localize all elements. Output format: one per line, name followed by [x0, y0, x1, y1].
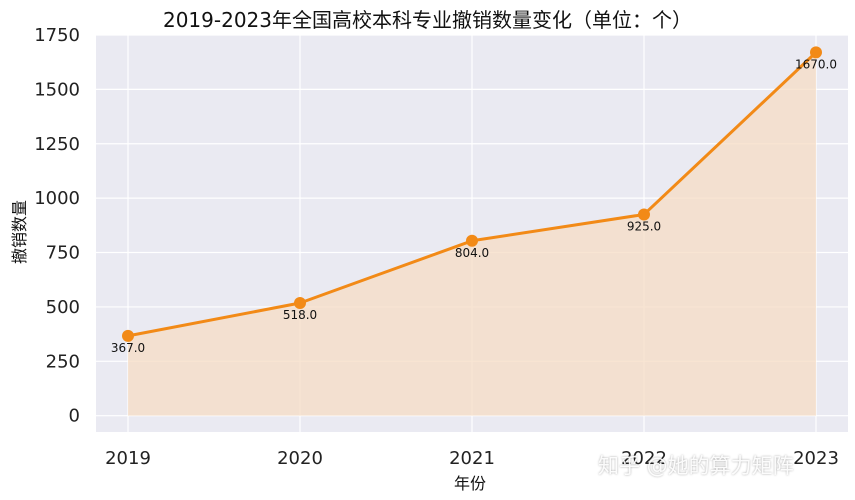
- x-tick-label: 2019: [105, 448, 151, 469]
- data-point: [466, 234, 478, 247]
- chart-title: 2019-2023年全国高校本科专业撤销数量变化（单位：个）: [162, 8, 692, 32]
- data-label-layer: 367.0 518.0 804.0 925.0 1670.0: [111, 57, 837, 354]
- y-tick-label: 750: [46, 243, 80, 264]
- x-tick-label: 2023: [793, 448, 839, 469]
- data-label: 518.0: [283, 308, 317, 322]
- data-label: 804.0: [455, 246, 489, 260]
- x-tick-label: 2021: [449, 448, 495, 469]
- data-point: [810, 46, 822, 59]
- x-tick-label: 2020: [277, 448, 323, 469]
- series-area: [128, 52, 816, 416]
- point-layer: [122, 46, 822, 342]
- y-tick-label: 0: [69, 406, 80, 427]
- data-point: [122, 329, 134, 342]
- area-layer: [128, 52, 816, 416]
- y-tick-label: 1000: [34, 188, 80, 209]
- y-tick-label: 500: [46, 297, 80, 318]
- data-label: 925.0: [627, 219, 661, 233]
- y-tick-label: 250: [46, 351, 80, 372]
- data-point: [638, 208, 650, 221]
- data-point: [294, 297, 306, 310]
- y-tick-label: 1500: [34, 79, 80, 100]
- data-label: 1670.0: [795, 57, 837, 71]
- x-tick-label: 2022: [621, 448, 667, 469]
- data-label: 367.0: [111, 341, 145, 355]
- watermark: 知乎 @她的算力矩阵: [598, 454, 794, 478]
- y-tick-label: 1750: [34, 25, 80, 46]
- tick-label-layer: 0 250 500 750 1000 1250 1500 1750 2019 2020 2021 20…: [34, 25, 839, 469]
- y-tick-label: 1250: [34, 134, 80, 155]
- x-axis-label: 年份: [453, 474, 487, 493]
